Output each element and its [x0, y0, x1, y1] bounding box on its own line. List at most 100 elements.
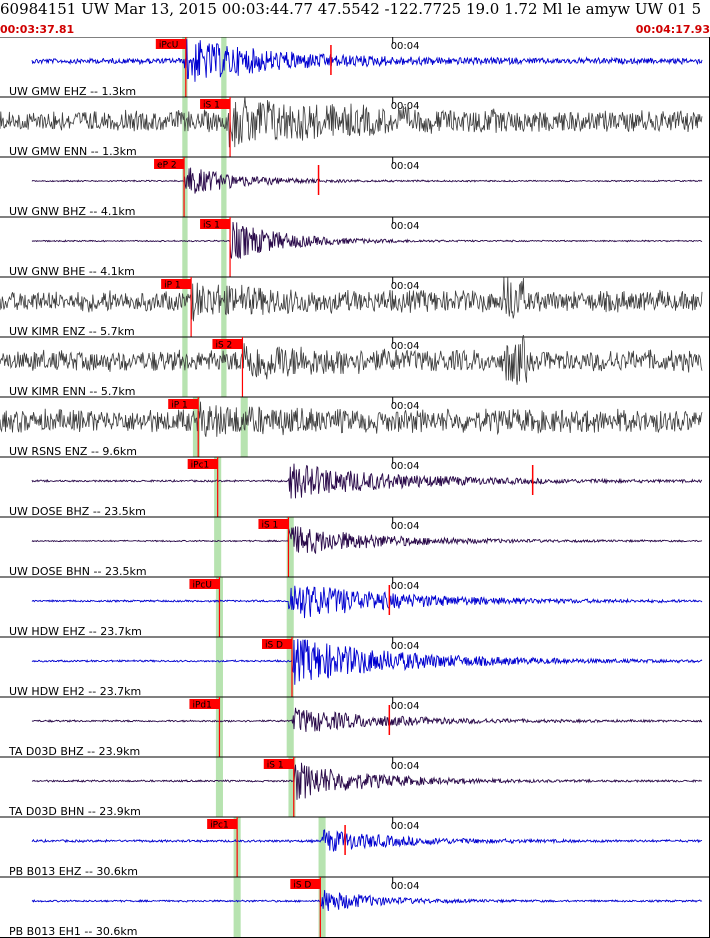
trace-label: TA D03D BHN -- 23.9km — [8, 805, 141, 818]
p-window — [192, 397, 200, 457]
waveform-trace — [31, 707, 703, 732]
pick-flag — [200, 99, 231, 109]
p-window — [215, 757, 223, 817]
pick-flag — [154, 159, 185, 169]
seismogram-plot: 00:04 iPcU UW GMW EHZ -- 1.3km 00:04 iS 1 UW … — [0, 37, 710, 938]
pick-label: iS D — [265, 641, 283, 651]
p-window — [182, 277, 188, 337]
p-window — [214, 517, 222, 577]
waveform-trace — [31, 167, 703, 194]
pick-flag — [263, 759, 294, 769]
pick-flag — [161, 279, 192, 289]
p-window — [215, 637, 223, 697]
trace-label: UW KIMR ENN -- 5.7km — [9, 385, 135, 398]
s-window — [221, 217, 227, 277]
pick-label: iPcU — [159, 41, 178, 51]
pick-flag — [212, 339, 243, 349]
trace-label: TA D03D BHZ -- 23.9km — [8, 745, 140, 758]
s-window — [318, 817, 326, 877]
pick-label: eP 2 — [157, 161, 177, 171]
trace-label: UW GNW BHE -- 4.1km — [9, 265, 135, 278]
time-tick-label: 00:04 — [391, 161, 420, 172]
waveform-trace — [0, 401, 703, 437]
time-tick-label: 00:04 — [391, 761, 420, 772]
pick-label: iS 1 — [267, 761, 284, 771]
s-window — [286, 697, 294, 757]
trace-label: UW DOSE BHN -- 23.5km — [9, 565, 147, 578]
time-tick-label: 00:04 — [391, 41, 420, 52]
waveform-trace — [31, 889, 703, 912]
trace-label: UW HDW EHZ -- 23.7km — [9, 625, 142, 638]
pick-flag — [189, 579, 220, 589]
pick-flag — [187, 459, 218, 469]
start-time: 00:03:37.81 — [0, 23, 75, 36]
pick-flag — [189, 699, 220, 709]
time-tick-label: 00:04 — [391, 821, 420, 832]
waveform-trace — [31, 463, 702, 499]
s-window — [221, 337, 227, 397]
pick-label: iP 1 — [171, 401, 188, 411]
pick-label: iS 1 — [203, 101, 220, 111]
event-title: 60984151 UW Mar 13, 2015 00:03:44.77 47.… — [0, 0, 702, 18]
waveform-trace — [0, 335, 703, 385]
pick-flag — [207, 819, 238, 829]
pick-flag — [200, 219, 231, 229]
trace-label: PB B013 EHZ -- 30.6km — [9, 865, 138, 878]
pick-flag — [261, 639, 292, 649]
trace-label: UW DOSE BHZ -- 23.5km — [9, 505, 146, 518]
time-tick-label: 00:04 — [391, 281, 420, 292]
waveform-trace — [31, 585, 703, 619]
waveform-trace — [31, 762, 703, 800]
time-tick-label: 00:04 — [391, 101, 420, 112]
time-tick-label: 00:04 — [391, 701, 420, 712]
trace-label: UW HDW EH2 -- 23.7km — [9, 685, 141, 698]
s-window — [288, 757, 296, 817]
time-tick-label: 00:04 — [391, 221, 420, 232]
pick-label: iS 2 — [215, 341, 232, 351]
pick-label: iS 1 — [261, 521, 278, 531]
end-time: 00:04:17.93 — [635, 23, 710, 36]
trace-label: UW RSNS ENZ -- 9.6km — [9, 445, 137, 458]
p-window — [182, 217, 188, 277]
trace-label: PB B013 EH1 -- 30.6km — [9, 925, 137, 938]
waveform-trace — [31, 829, 703, 852]
s-window — [221, 157, 227, 217]
waveform-trace — [0, 276, 703, 322]
time-tick-label: 00:04 — [391, 581, 420, 592]
pick-label: iPd1 — [192, 701, 211, 711]
pick-flag — [258, 519, 289, 529]
waveform-trace — [31, 39, 703, 82]
trace-label: UW GMW EHZ -- 1.3km — [9, 85, 136, 98]
pick-label: iS 1 — [203, 221, 220, 231]
p-window — [233, 877, 241, 937]
time-tick-label: 00:04 — [391, 521, 420, 532]
trace-label: UW GMW ENN -- 1.3km — [9, 145, 137, 158]
s-window — [318, 877, 326, 937]
trace-label: UW KIMR ENZ -- 5.7km — [9, 325, 135, 338]
pick-label: iPcU — [192, 581, 211, 591]
waveform-trace — [31, 638, 703, 685]
pick-label: iP 1 — [164, 281, 181, 291]
time-tick-label: 00:04 — [391, 341, 420, 352]
waveform-trace — [31, 221, 703, 260]
p-window — [182, 157, 188, 217]
s-window — [286, 517, 294, 577]
plot-header: 60984151 UW Mar 13, 2015 00:03:44.77 47.… — [0, 0, 710, 38]
pick-label: iPc1 — [191, 461, 210, 471]
pick-flag — [155, 39, 186, 49]
waveform-trace — [0, 96, 703, 148]
s-window — [286, 577, 294, 637]
waveform-trace — [31, 526, 703, 555]
time-tick-label: 00:04 — [391, 641, 420, 652]
time-tick-label: 00:04 — [391, 461, 420, 472]
s-window — [221, 277, 227, 337]
time-tick-label: 00:04 — [391, 401, 420, 412]
time-tick-label: 00:04 — [391, 881, 420, 892]
s-window — [221, 97, 227, 157]
s-window — [286, 637, 294, 697]
pick-label: iPc1 — [210, 821, 229, 831]
pick-flag — [290, 879, 321, 889]
trace-label: UW GNW BHZ -- 4.1km — [9, 205, 135, 218]
pick-label: iS D — [293, 881, 311, 891]
pick-flag — [168, 399, 199, 409]
